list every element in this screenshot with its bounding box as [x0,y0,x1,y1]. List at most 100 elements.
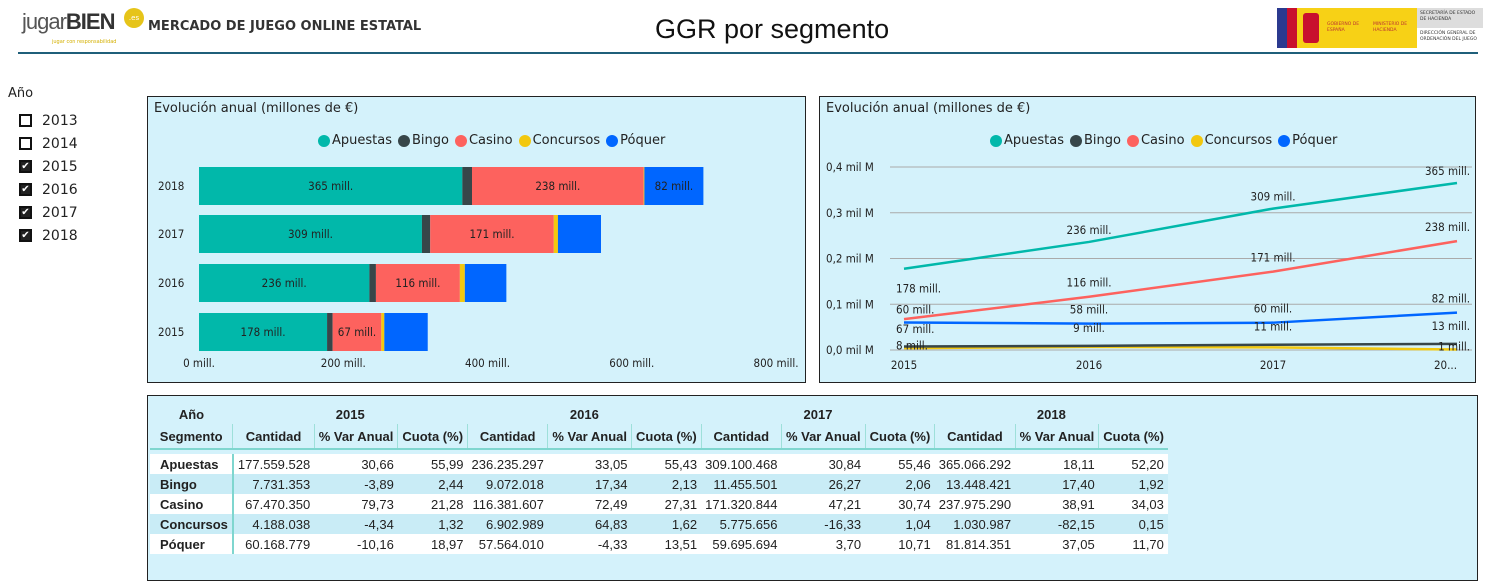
bar-segment-apuestas[interactable] [199,264,370,302]
value-cell: 177.559.528 [232,454,315,474]
year-header: 2015 [335,406,365,422]
line-apuestas[interactable] [903,181,1458,270]
table-row: Casino 67.470.350 79,73 21,28 116.381.607 72,… [150,494,1168,514]
segment-header[interactable]: Segmento [150,424,233,450]
segment-cell: Casino [150,494,234,514]
column-header[interactable]: Cuota (%) [630,424,702,450]
data-label: 11 mill. [1254,320,1292,334]
column-header[interactable]: Cuota (%) [1098,424,1168,450]
column-header[interactable]: Cuota (%) [864,424,935,450]
bar-segment-concursos[interactable] [643,167,645,205]
legend-item[interactable]: Bingo [1070,133,1121,148]
bar-segment-bingo[interactable] [421,215,431,253]
slicer-item-2015[interactable]: ✔ 2015 [8,155,78,178]
x-tick-label: 800 mill. [753,356,798,370]
bar-segment-concursos[interactable] [459,264,465,302]
bar-segment-casino[interactable] [430,215,554,253]
checkbox-unchecked-icon[interactable] [19,137,32,150]
legend-item[interactable]: Casino [1126,133,1185,148]
value-cell: 116.381.607 [467,494,548,514]
table-row: Apuestas 177.559.528 30,66 55,99 236.235.297… [150,454,1168,474]
value-cell: 52,20 [1098,454,1168,474]
value-cell: 79,73 [314,494,398,514]
legend-dot-icon [454,134,467,147]
column-header[interactable]: Cantidad [934,424,1016,450]
slicer-item-2014[interactable]: 2014 [8,132,78,155]
column-header[interactable]: % Var Anual [780,424,866,450]
data-label: 8 mill. [896,338,928,352]
legend-label: Bingo [412,133,449,148]
data-label: 82 mill. [1432,292,1470,306]
slicer-item-2018[interactable]: ✔ 2018 [8,224,78,247]
bar-segment-apuestas[interactable] [199,167,463,205]
column-header[interactable]: Cuota (%) [397,424,468,450]
bar-segment-apuestas[interactable] [199,313,328,351]
slicer-item-label: 2014 [42,135,78,152]
slicer-title: Año [8,86,34,101]
legend-item[interactable]: Póquer [606,133,665,148]
chart-legend: Apuestas Bingo Casino Concursos Póquer [318,133,665,148]
data-label: 67 mill. [896,322,934,336]
bar-segment-póquer[interactable] [557,215,601,253]
bar-segment-póquer[interactable] [464,264,507,302]
y-tick-label: 0,3 mil M [826,206,874,220]
bar-segment-casino[interactable] [375,264,460,302]
column-header[interactable]: Cantidad [232,424,315,450]
column-header[interactable]: % Var Anual [1014,424,1099,450]
legend-item[interactable]: Concursos [518,133,600,148]
data-label: 116 mill. [395,276,440,290]
chart-title: Evolución anual (millones de €) [154,101,359,116]
legend-dot-icon [606,134,619,147]
data-label: 238 mill. [1425,220,1470,234]
legend-item[interactable]: Póquer [1278,133,1337,148]
line-concursos[interactable] [903,345,1458,351]
value-cell: 26,27 [781,474,866,494]
bar-segment-póquer[interactable] [644,167,704,205]
year-header: 2018 [1036,406,1066,422]
checkbox-checked-icon[interactable]: ✔ [19,160,32,173]
bar-segment-casino[interactable] [472,167,644,205]
slicer-item-2017[interactable]: ✔ 2017 [8,201,78,224]
legend-label: Apuestas [1004,133,1064,148]
bar-segment-concursos[interactable] [381,313,385,351]
bar-segment-apuestas[interactable] [199,215,422,253]
column-header[interactable]: Cantidad [467,424,548,450]
checkbox-unchecked-icon[interactable] [19,114,32,127]
bar-segment-bingo[interactable] [369,264,376,302]
checkbox-checked-icon[interactable]: ✔ [19,229,32,242]
checkbox-checked-icon[interactable]: ✔ [19,183,32,196]
line-bingo[interactable] [903,342,1458,348]
bar-segment-bingo[interactable] [462,167,473,205]
legend-item[interactable]: Casino [454,133,513,148]
legend-item[interactable]: Bingo [398,133,449,148]
bar-segment-bingo[interactable] [327,313,333,351]
checkbox-checked-icon[interactable]: ✔ [19,206,32,219]
column-header[interactable]: Cantidad [700,424,782,450]
government-logo: GOBIERNO DE ESPAÑA MINISTERIO DE HACIEND… [1277,8,1483,48]
value-cell: 81.814.351 [934,534,1016,554]
segment-cell: Apuestas [150,454,234,474]
line-casino[interactable] [903,239,1458,321]
y-tick-label: 2016 [158,276,184,290]
segment-cell: Concursos [150,514,234,534]
slicer-item-2013[interactable]: 2013 [8,109,78,132]
gov-label: GOBIERNO DE ESPAÑA [1327,22,1360,33]
line-póquer[interactable] [903,311,1458,325]
data-label: 60 mill. [896,302,934,316]
bar-segment-casino[interactable] [332,313,382,351]
value-cell: 236.235.297 [467,454,548,474]
y-tick-label: 2015 [158,325,184,339]
legend-item[interactable]: Apuestas [318,133,392,148]
column-header[interactable]: % Var Anual [547,424,632,450]
page-title: GGR por segmento [655,14,890,44]
logo-wordmark: jugarBIEN [22,9,115,34]
legend-item[interactable]: Concursos [1190,133,1272,148]
legend-item[interactable]: Apuestas [990,133,1064,148]
value-cell: 13,51 [631,534,702,554]
x-tick-label: 400 mill. [465,356,510,370]
slicer-item-2016[interactable]: ✔ 2016 [8,178,78,201]
column-header[interactable]: % Var Anual [313,424,398,450]
value-cell: 9.072.018 [467,474,548,494]
bar-segment-concursos[interactable] [553,215,558,253]
bar-segment-póquer[interactable] [384,313,428,351]
